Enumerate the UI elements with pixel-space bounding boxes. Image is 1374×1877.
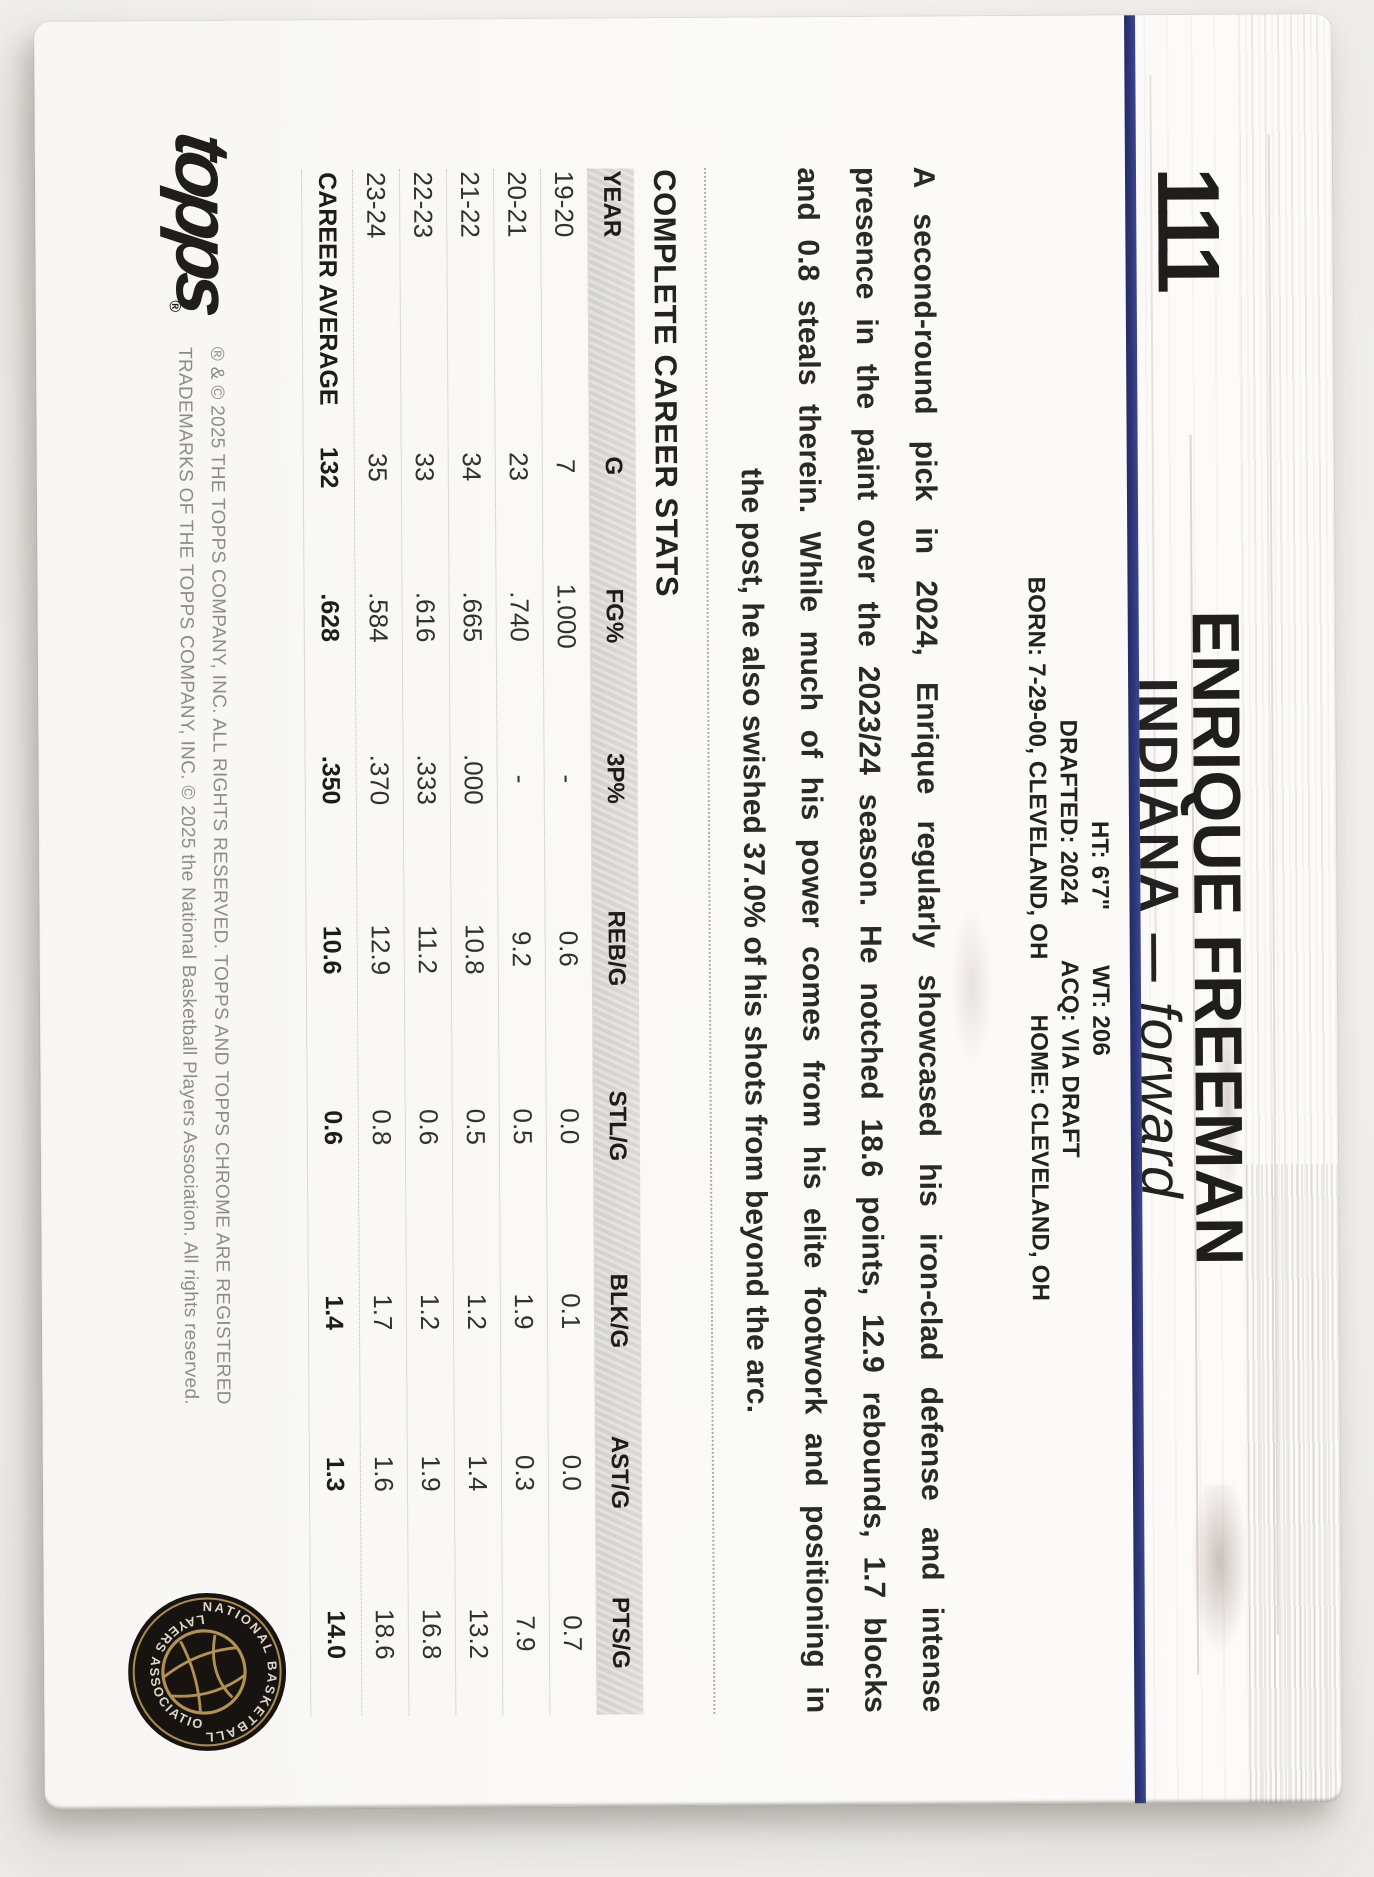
stat-cell: 1.9 (509, 1293, 540, 1330)
copyright-line-2: TRADEMARKS OF THE TOPPS COMPANY, INC. © … (174, 347, 202, 1406)
topps-logo: topps ® (154, 127, 248, 316)
stat-cell: .584 (364, 591, 395, 643)
bio-line: presence in the paint over the 2023/24 s… (848, 166, 892, 1713)
stat-cell: 1.4 (320, 1295, 349, 1331)
basketball-icon (161, 1629, 247, 1715)
stat-cell: 13.2 (464, 1608, 495, 1660)
bio-line: and 0.8 steals therein. While much of hi… (790, 167, 834, 1714)
stat-cell: - (506, 774, 537, 784)
col-header-fg: FG% (600, 588, 628, 644)
stat-cell: 21-22 (455, 171, 486, 238)
stats-row: 23-24 35 .584 .370 12.9 0.8 1.7 1.6 18.6 (352, 169, 410, 1717)
stat-cell: 132 (315, 446, 344, 489)
stat-cell: 23-24 (361, 171, 392, 239)
stat-cell: 23 (504, 451, 535, 482)
stat-cell: 0.6 (414, 1108, 445, 1146)
stat-cell: 12.9 (366, 924, 397, 976)
copyright-line-1: ® & © 2025 THE TOPPS COMPANY, INC. ALL R… (206, 346, 234, 1405)
col-header-blk: BLK/G (604, 1273, 633, 1349)
stat-cell: 0.6 (319, 1110, 348, 1146)
stat-cell: .370 (365, 754, 396, 806)
stat-cell: 14.0 (322, 1610, 351, 1660)
stats-title: COMPLETE CAREER STATS (646, 169, 685, 598)
stat-cell: .616 (411, 591, 442, 643)
stat-cell: 0.5 (461, 1108, 492, 1145)
stats-header-row: YEAR G FG% 3P% REB/G STL/G BLK/G AST/G P… (587, 168, 644, 1715)
stat-cell: .628 (316, 593, 345, 643)
player-bio: A second-round pick in 2024, Enrique reg… (720, 166, 961, 1713)
stat-cell: .740 (505, 591, 536, 642)
registered-trademark-icon: ® (165, 300, 183, 313)
stat-cell: 0.3 (510, 1454, 541, 1492)
stat-cell: 0.0 (555, 1108, 586, 1145)
stat-cell: 1.2 (462, 1293, 493, 1330)
col-header-pts: PTS/G (606, 1596, 635, 1670)
stat-cell: 7.9 (511, 1615, 542, 1652)
col-header-3p: 3P% (601, 753, 629, 804)
bio-line: the post, he also swished 37.0% of his s… (734, 467, 774, 1414)
stat-cell: 1.7 (368, 1294, 399, 1331)
stat-cell: 20-21 (502, 170, 533, 238)
stat-cell: 1.9 (416, 1455, 447, 1492)
player-vitals: HT: 6'7" WT: 206 DRAFTED: 2024 ACQ: VIA … (1018, 165, 1120, 1712)
stat-cell: 1.3 (321, 1456, 350, 1492)
stat-cell: .333 (412, 754, 443, 805)
copyright-text: ® & © 2025 THE TOPPS COMPANY, INC. ALL R… (168, 347, 238, 1405)
stat-cell: .000 (459, 753, 490, 805)
nbpa-gold-ring (132, 1597, 282, 1747)
stats-divider-rule (703, 167, 716, 1714)
stat-cell: 1.2 (415, 1293, 446, 1331)
stat-cell: .350 (317, 755, 346, 805)
career-average-row: CAREER AVERAGE 132 .628 .350 10.6 0.6 1.… (300, 170, 363, 1717)
career-average-label: CAREER AVERAGE (313, 172, 343, 406)
height-value: HT: 6'7" (1086, 820, 1114, 911)
stat-cell: 10.8 (460, 923, 491, 975)
stats-row: 20-21 23 .740 - 9.2 0.5 1.9 0.3 7.9 (493, 168, 551, 1716)
stat-cell: 1.4 (463, 1455, 494, 1492)
stat-cell: 0.7 (558, 1615, 589, 1652)
stats-row: 22-23 33 .616 .333 11.2 0.6 1.2 1.9 16.8 (399, 169, 457, 1716)
acquired-value: ACQ: VIA DRAFT (1056, 959, 1085, 1158)
stat-cell: 1.6 (369, 1455, 400, 1493)
stat-cell: 0.0 (557, 1454, 588, 1491)
born-value: BORN: 7-29-00, CLEVELAND, OH (1022, 576, 1053, 960)
stat-cell: 35 (363, 452, 394, 482)
home-value: HOME: CLEVELAND, OH (1025, 1014, 1055, 1302)
weight-value: WT: 206 (1087, 965, 1115, 1057)
stat-cell: 9.2 (507, 930, 538, 968)
col-header-ast: AST/G (605, 1435, 634, 1510)
stat-cell: 18.6 (370, 1608, 401, 1660)
col-header-year: YEAR (597, 170, 626, 238)
col-header-g: G (599, 456, 627, 476)
stat-cell: 7 (551, 458, 582, 474)
nbpa-logo: NATIONAL BASKETBALL PLAYERS ASSOCIATION (128, 1592, 287, 1751)
nbpa-circle (128, 1592, 287, 1751)
stat-cell: 22-23 (408, 171, 439, 239)
stats-row: 19-20 7 1.000 - 0.6 0.0 0.1 0.0 0.7 (540, 168, 598, 1715)
stat-cell: 1.000 (551, 583, 583, 649)
stat-cell: 19-20 (549, 170, 580, 238)
col-header-reb: REB/G (602, 910, 630, 987)
drafted-value: DRAFTED: 2024 (1054, 719, 1083, 905)
stat-cell: 10.6 (318, 925, 347, 975)
stat-cell: 0.5 (508, 1108, 539, 1145)
stat-cell: 0.8 (367, 1109, 398, 1146)
stat-cell: 34 (457, 452, 488, 482)
stats-row: 21-22 34 .665 .000 10.8 0.5 1.2 1.4 13.2 (446, 169, 504, 1716)
stat-cell: 16.8 (417, 1608, 448, 1660)
topps-wordmark: topps (158, 127, 248, 317)
col-header-stl: STL/G (603, 1090, 632, 1162)
stat-cell: .665 (458, 591, 489, 643)
stat-cell: 33 (410, 452, 441, 482)
career-stats-table: YEAR G FG% 3P% REB/G STL/G BLK/G AST/G P… (300, 168, 644, 1717)
trading-card-back: 111 ENRIQUE FREEMAN INDIANA — forward HT… (34, 14, 1342, 1810)
stat-cell: 11.2 (413, 925, 444, 975)
stat-cell: - (553, 774, 584, 784)
bio-line: A second-round pick in 2024, Enrique reg… (906, 166, 950, 1713)
stat-cell: 0.6 (554, 930, 585, 967)
stat-cell: 0.1 (556, 1293, 587, 1330)
